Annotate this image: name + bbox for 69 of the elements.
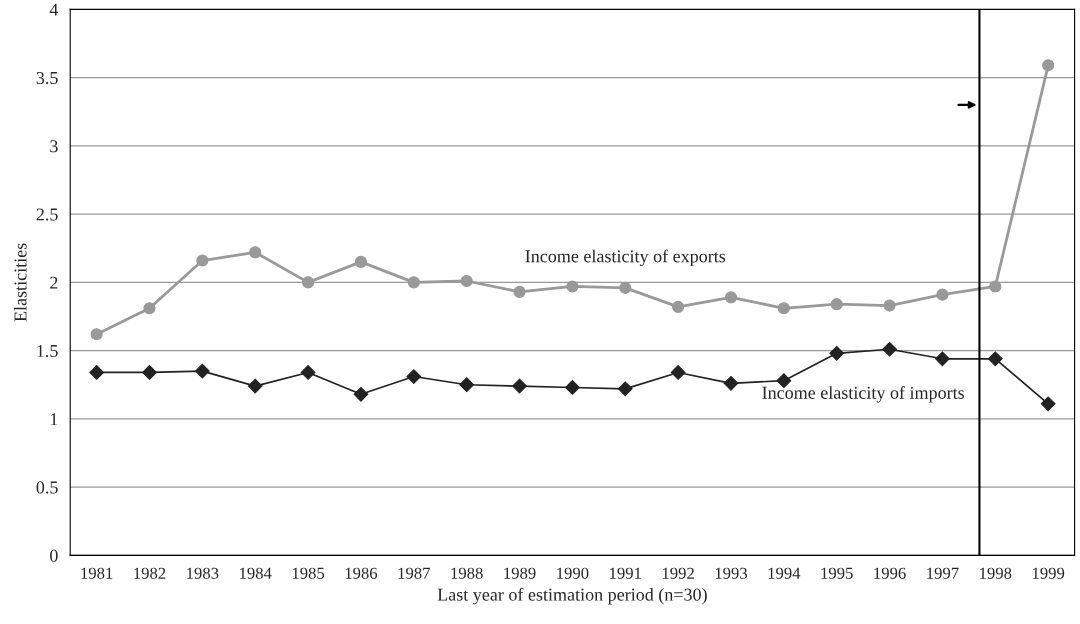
point (247, 378, 263, 394)
point (935, 351, 950, 367)
point (566, 280, 579, 293)
x-tick-label: 1996 (874, 567, 906, 579)
point (829, 345, 845, 361)
point (143, 302, 156, 315)
series-label: Income elasticity of imports (762, 385, 965, 403)
x-tick-label: 1986 (345, 567, 378, 579)
y-tick-label: 1 (50, 413, 58, 426)
point (300, 365, 316, 380)
point (883, 299, 896, 312)
point (354, 255, 368, 268)
x-tick-label: 1995 (821, 567, 853, 579)
x-tick-label: 1999 (1032, 567, 1065, 579)
point (249, 246, 262, 259)
x-tick-label: 1988 (451, 567, 483, 579)
x-tick-label: 1993 (715, 567, 748, 579)
y-tick-label: 3 (50, 140, 58, 153)
series-label: Income elasticity of exports (525, 249, 726, 267)
y-tick-label: 0.5 (36, 481, 58, 494)
x-tick-label: 1992 (662, 567, 694, 579)
x-tick-label: 1994 (768, 567, 801, 579)
point (302, 276, 315, 289)
point (407, 276, 420, 289)
point (723, 375, 739, 391)
point (513, 285, 526, 298)
y-axis-title: Elasticities (13, 243, 27, 322)
x-tick-label: 1989 (504, 567, 536, 579)
point (672, 300, 685, 314)
point (1040, 396, 1056, 412)
x-tick-label: 1982 (134, 567, 166, 579)
point (142, 365, 157, 380)
x-tick-label: 1985 (292, 567, 325, 579)
point (406, 369, 422, 384)
point (353, 386, 369, 402)
y-tick-label: 4 (49, 3, 59, 16)
x-tick-label: 1997 (927, 567, 959, 579)
point (987, 351, 1003, 367)
point (460, 274, 473, 288)
point (617, 381, 633, 397)
point (196, 254, 209, 267)
point (670, 365, 686, 380)
point (936, 288, 949, 301)
point (512, 378, 527, 394)
point (565, 380, 580, 395)
y-tick-label: 3.5 (36, 71, 58, 85)
y-tick-label: 2 (50, 276, 58, 289)
point (882, 341, 897, 357)
point (90, 328, 103, 341)
y-tick-label: 0 (50, 549, 58, 562)
point (989, 280, 1002, 293)
x-axis-title: Last year of estimation period (n=30) (437, 587, 707, 605)
x-tick-label: 1984 (240, 567, 272, 579)
point (724, 291, 738, 304)
x-tick-label: 1991 (610, 567, 641, 579)
y-tick-label: 2.5 (36, 208, 58, 221)
point (830, 298, 843, 311)
point (1042, 59, 1055, 72)
x-tick-label: 1983 (187, 567, 219, 579)
point (459, 377, 475, 393)
point (194, 363, 210, 379)
x-tick-label: 1987 (398, 567, 430, 579)
point (89, 365, 105, 380)
x-tick-label: 1981 (81, 567, 113, 579)
point (777, 302, 790, 315)
x-tick-label: 1998 (980, 567, 1012, 579)
point (619, 281, 632, 294)
x-tick-label: 1990 (557, 567, 589, 579)
y-tick-label: 1.5 (37, 344, 58, 358)
